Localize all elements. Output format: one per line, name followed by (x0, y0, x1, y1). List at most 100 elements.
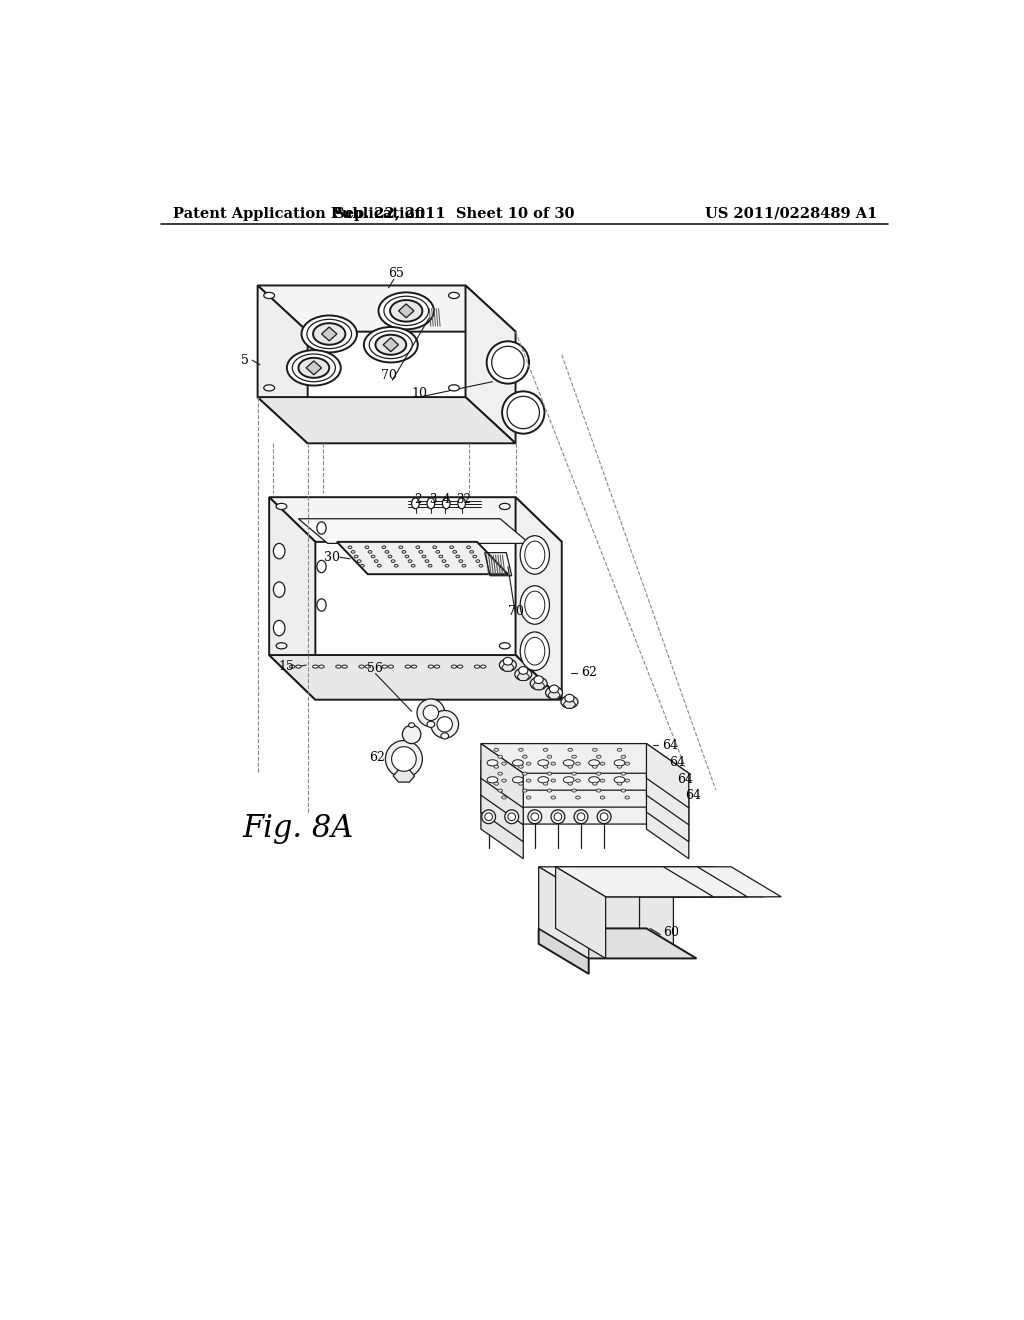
Polygon shape (306, 360, 322, 375)
Ellipse shape (399, 546, 402, 549)
Ellipse shape (520, 536, 550, 574)
Ellipse shape (276, 643, 287, 649)
Ellipse shape (544, 748, 548, 751)
Ellipse shape (498, 755, 503, 758)
Circle shape (508, 813, 515, 821)
Polygon shape (258, 285, 515, 331)
Ellipse shape (538, 760, 549, 766)
Ellipse shape (318, 665, 325, 668)
Polygon shape (539, 867, 696, 896)
Text: Patent Application Publication: Patent Application Publication (173, 207, 425, 220)
Ellipse shape (575, 779, 581, 781)
Polygon shape (563, 701, 575, 708)
Ellipse shape (575, 796, 581, 799)
Ellipse shape (336, 665, 341, 668)
Ellipse shape (371, 556, 375, 558)
Ellipse shape (351, 550, 355, 553)
Polygon shape (572, 867, 623, 958)
Ellipse shape (486, 342, 529, 384)
Circle shape (531, 813, 539, 821)
Ellipse shape (409, 723, 415, 727)
Circle shape (597, 810, 611, 824)
Ellipse shape (442, 498, 451, 508)
Ellipse shape (391, 560, 395, 562)
Ellipse shape (273, 544, 285, 558)
Ellipse shape (313, 323, 345, 345)
Ellipse shape (593, 781, 597, 785)
Polygon shape (481, 777, 523, 842)
Ellipse shape (382, 665, 387, 668)
Ellipse shape (512, 776, 523, 783)
Ellipse shape (312, 665, 318, 668)
Text: 10: 10 (412, 387, 427, 400)
Ellipse shape (292, 354, 336, 381)
Polygon shape (624, 867, 674, 958)
Ellipse shape (512, 760, 523, 766)
Ellipse shape (368, 550, 372, 553)
Polygon shape (466, 285, 515, 444)
Ellipse shape (467, 546, 470, 549)
Text: 30: 30 (325, 550, 340, 564)
Ellipse shape (625, 779, 630, 781)
Polygon shape (502, 664, 514, 671)
Ellipse shape (412, 498, 419, 508)
Ellipse shape (518, 667, 528, 675)
Ellipse shape (589, 760, 599, 766)
Ellipse shape (276, 503, 287, 510)
Ellipse shape (364, 327, 418, 363)
Ellipse shape (524, 541, 545, 569)
Polygon shape (556, 867, 605, 958)
Ellipse shape (561, 696, 578, 708)
Circle shape (574, 810, 588, 824)
Ellipse shape (360, 565, 365, 568)
Ellipse shape (522, 789, 527, 792)
Ellipse shape (442, 560, 445, 562)
Ellipse shape (406, 665, 411, 668)
Polygon shape (646, 743, 689, 808)
Ellipse shape (575, 762, 581, 766)
Ellipse shape (520, 632, 550, 671)
Ellipse shape (301, 315, 357, 352)
Ellipse shape (487, 760, 498, 766)
Ellipse shape (498, 789, 503, 792)
Polygon shape (481, 743, 523, 808)
Ellipse shape (480, 665, 486, 668)
Ellipse shape (518, 766, 523, 768)
Text: 3: 3 (429, 492, 436, 506)
Ellipse shape (600, 779, 605, 781)
Circle shape (505, 810, 518, 824)
Circle shape (484, 813, 493, 821)
Ellipse shape (316, 599, 326, 611)
Ellipse shape (412, 665, 417, 668)
Ellipse shape (503, 657, 512, 665)
Circle shape (578, 813, 585, 821)
Circle shape (423, 705, 438, 721)
Ellipse shape (518, 748, 523, 751)
Text: US 2011/0228489 A1: US 2011/0228489 A1 (706, 207, 878, 220)
Ellipse shape (507, 396, 540, 429)
Ellipse shape (374, 560, 378, 562)
Ellipse shape (357, 560, 361, 562)
Circle shape (481, 810, 496, 824)
Ellipse shape (551, 779, 556, 781)
Circle shape (385, 741, 422, 777)
Polygon shape (337, 543, 508, 574)
Ellipse shape (445, 565, 449, 568)
Ellipse shape (456, 556, 460, 558)
Ellipse shape (390, 300, 422, 322)
Polygon shape (606, 867, 764, 896)
Ellipse shape (378, 565, 381, 568)
Ellipse shape (409, 560, 412, 562)
Ellipse shape (546, 686, 562, 700)
Ellipse shape (600, 796, 605, 799)
Ellipse shape (547, 789, 552, 792)
Ellipse shape (526, 762, 531, 766)
Ellipse shape (544, 781, 548, 785)
Ellipse shape (565, 694, 574, 702)
Polygon shape (532, 682, 545, 689)
Ellipse shape (494, 766, 499, 768)
Polygon shape (590, 867, 748, 896)
Text: 64: 64 (685, 789, 701, 803)
Ellipse shape (568, 748, 572, 751)
Ellipse shape (470, 550, 473, 553)
